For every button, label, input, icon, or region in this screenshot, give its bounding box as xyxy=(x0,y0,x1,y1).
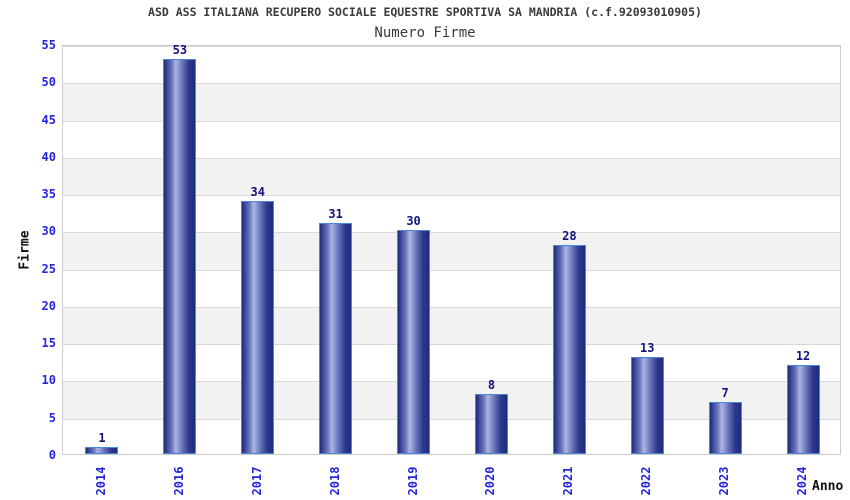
x-axis-title: Anno xyxy=(812,479,844,494)
bar-value-label: 7 xyxy=(721,386,729,400)
bar-value-label: 13 xyxy=(640,341,655,355)
bar-2014 xyxy=(85,447,118,454)
bar-2019 xyxy=(397,230,430,454)
gridline xyxy=(63,46,840,47)
bar-2017 xyxy=(241,201,274,454)
y-tick-label: 0 xyxy=(48,448,56,462)
x-tick-label: 2023 xyxy=(717,466,732,496)
x-tick-label: 2014 xyxy=(93,466,108,496)
gridline xyxy=(63,306,840,308)
gridline xyxy=(63,381,840,383)
y-tick-label: 45 xyxy=(41,112,56,127)
y-tick-label: 30 xyxy=(41,224,56,239)
gridline xyxy=(63,157,840,159)
y-tick-label: 15 xyxy=(41,336,56,351)
bar-value-label: 31 xyxy=(328,207,343,221)
bar-value-label: 53 xyxy=(172,43,188,57)
bar-2023 xyxy=(709,402,742,454)
gridline xyxy=(63,269,840,271)
gridline xyxy=(63,195,840,197)
gridline xyxy=(63,83,840,85)
y-tick-label: 20 xyxy=(41,298,56,313)
y-tick-label: 55 xyxy=(41,38,56,52)
x-tick-label: 2020 xyxy=(483,466,498,496)
plot-area: 1 53 34 31 30 8 28 13 7 12 xyxy=(62,43,841,455)
bar-2022 xyxy=(631,357,664,454)
gridline xyxy=(63,418,840,420)
gridline xyxy=(63,344,840,346)
bar-value-label: 30 xyxy=(406,214,421,228)
x-tick-label: 2018 xyxy=(327,466,342,496)
y-tick-label: 40 xyxy=(41,149,56,164)
bar-2018 xyxy=(319,223,352,454)
y-tick-label: 5 xyxy=(48,410,56,425)
x-tick-label: 2021 xyxy=(561,466,576,496)
bar-2016 xyxy=(163,59,196,454)
y-tick-label: 50 xyxy=(41,75,56,90)
bar-2021 xyxy=(553,245,586,454)
bar-2024 xyxy=(787,365,820,454)
gridline xyxy=(63,120,840,122)
x-tick-label: 2016 xyxy=(171,466,186,496)
y-tick-label: 25 xyxy=(41,261,56,276)
bar-value-label: 34 xyxy=(250,185,265,199)
x-tick-label: 2022 xyxy=(639,466,654,496)
x-tick-label: 2017 xyxy=(249,466,264,496)
chart-subtitle: Numero Firme xyxy=(374,25,476,41)
bar-value-label: 12 xyxy=(795,349,811,363)
x-tick-label: 2024 xyxy=(795,466,810,496)
bar-value-label: 1 xyxy=(98,431,106,445)
bar-value-label: 28 xyxy=(562,229,577,243)
bar-value-label: 8 xyxy=(487,378,496,392)
bar-2020 xyxy=(475,394,508,454)
chart-title: ASD ASS ITALIANA RECUPERO SOCIALE EQUEST… xyxy=(148,5,702,19)
y-tick-label: 35 xyxy=(41,187,56,202)
x-tick-label: 2019 xyxy=(405,466,420,496)
y-tick-label: 10 xyxy=(41,373,56,388)
gridline xyxy=(63,232,840,234)
